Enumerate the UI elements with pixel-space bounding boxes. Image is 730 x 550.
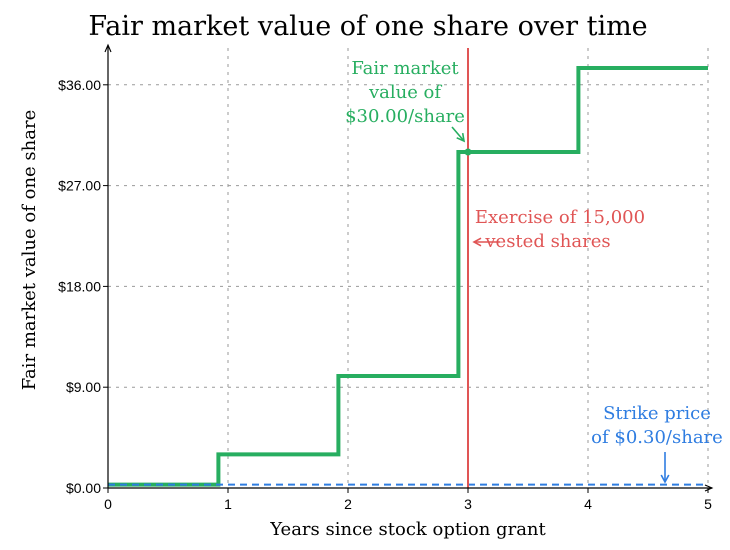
y-tick-label: $9.00 — [66, 379, 101, 395]
exercise-annotation-line: Exercise of 15,000 — [475, 207, 645, 228]
y-tick-label: $18.00 — [58, 278, 101, 294]
x-tick-label: 4 — [584, 496, 592, 512]
x-axis-label: Years since stock option grant — [269, 519, 546, 540]
strike-annotation: Strike price of $0.30/share — [591, 403, 723, 484]
strike-annotation-arrowhead — [660, 474, 670, 484]
x-axis-arrow — [704, 484, 714, 492]
exercise-annotation-line: vested shares — [484, 231, 610, 252]
fmv-point-marker — [464, 148, 472, 156]
annotations: Fair market value of $30.00/share Exercise … — [345, 58, 723, 484]
chart-title: Fair market value of one share over time — [88, 11, 647, 42]
fmv-annotation-line: value of — [368, 82, 442, 103]
y-tick-label: $36.00 — [58, 77, 101, 93]
x-tick-label: 0 — [104, 496, 112, 512]
exercise-annotation: Exercise of 15,000 vested shares — [472, 207, 645, 252]
fmv-step-line — [108, 66, 708, 487]
y-axis-arrow — [104, 43, 112, 53]
x-tick-label: 2 — [344, 496, 352, 512]
x-tick-label: 3 — [464, 496, 472, 512]
series-layer — [108, 48, 708, 488]
exercise-annotation-arrowhead — [472, 237, 482, 247]
strike-annotation-line: Strike price — [603, 403, 711, 424]
y-axis-label: Fair market value of one share — [19, 110, 40, 390]
y-tick-label: $27.00 — [58, 178, 101, 194]
fmv-annotation-arrowhead — [456, 132, 466, 143]
axes: 0 1 2 3 4 5 $0.00 $9.00 $18.00 $27.00 $36.00 — [58, 43, 714, 512]
y-tick-label: $0.00 — [66, 480, 101, 496]
x-tick-label: 1 — [224, 496, 232, 512]
fmv-annotation: Fair market value of $30.00/share — [345, 58, 466, 143]
strike-annotation-line: of $0.30/share — [591, 427, 723, 448]
fmv-annotation-line: Fair market — [351, 58, 459, 79]
x-tick-label: 5 — [704, 496, 712, 512]
fmv-annotation-line: $30.00/share — [345, 106, 465, 127]
